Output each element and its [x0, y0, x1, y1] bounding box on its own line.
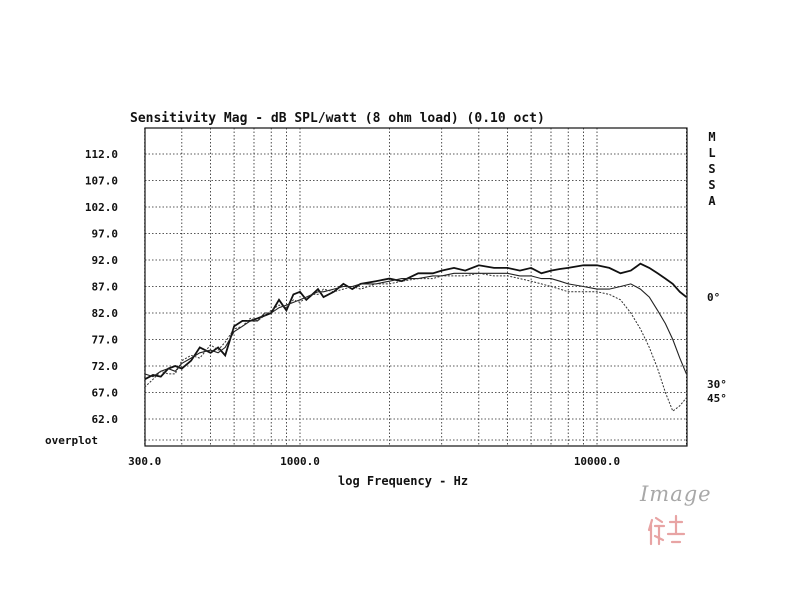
overplot-label: overplot	[45, 434, 98, 447]
side-label-letter: S	[708, 178, 715, 192]
x-tick-label: 300.0	[128, 455, 161, 468]
series-line	[144, 272, 687, 378]
y-tick-label: 107.0	[85, 175, 118, 188]
y-tick-label: 72.0	[92, 360, 119, 373]
y-tick-label: 67.0	[92, 387, 119, 400]
x-tick-label: 1000.0	[280, 455, 320, 468]
y-tick-label: 87.0	[92, 281, 119, 294]
y-tick-label: 102.0	[85, 201, 118, 214]
series-lines	[144, 262, 687, 412]
x-axis-label: log Frequency - Hz	[338, 474, 468, 488]
series-label: 45°	[707, 392, 727, 405]
y-tick-label: 82.0	[92, 307, 119, 320]
y-tick-label: 92.0	[92, 254, 119, 267]
y-tick-label: 112.0	[85, 148, 118, 161]
x-tick-label: 10000.0	[574, 455, 620, 468]
side-label-letter: L	[708, 146, 715, 160]
series-label: 30°	[707, 378, 727, 391]
x-axis-ticks: 300.0 1000.0 10000.0	[128, 455, 620, 468]
watermark-seal-icon	[647, 514, 686, 546]
y-axis-ticks: 112.0 107.0 102.0 97.0 92.0 87.0 82.0 77.0 72.0 6…	[85, 148, 118, 426]
chart-title: Sensitivity Mag - dB SPL/watt (8 ohm loa…	[130, 111, 545, 126]
y-tick-label: 97.0	[92, 228, 119, 241]
series-line	[144, 272, 687, 412]
y-tick-label: 77.0	[92, 334, 119, 347]
series-labels: 0° 30°45°	[707, 291, 727, 405]
y-tick-label: 62.0	[92, 413, 119, 426]
watermark-text: Image	[640, 482, 712, 506]
side-label-letter: M	[708, 130, 715, 144]
side-label-letter: S	[708, 162, 715, 176]
plot-frame	[144, 127, 688, 447]
side-label-letter: A	[708, 194, 716, 208]
series-label: 0°	[707, 291, 720, 304]
series-line	[144, 262, 687, 381]
grid-lines	[144, 128, 687, 446]
